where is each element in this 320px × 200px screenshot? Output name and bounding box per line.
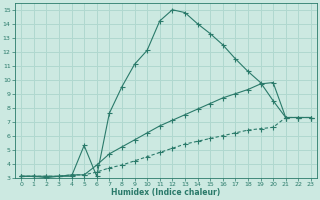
X-axis label: Humidex (Indice chaleur): Humidex (Indice chaleur) (111, 188, 221, 197)
